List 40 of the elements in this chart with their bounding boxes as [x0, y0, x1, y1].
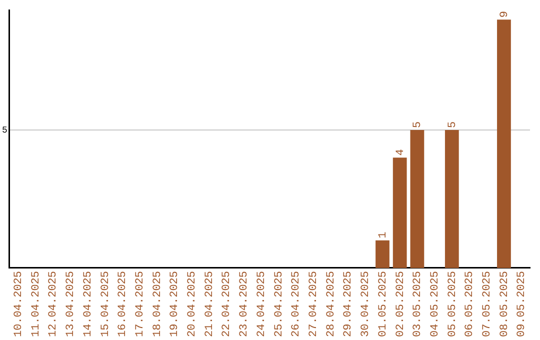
x-tick-label: 15.04.2025	[100, 270, 112, 338]
x-tick-label: 18.04.2025	[152, 270, 164, 338]
bar	[497, 20, 511, 268]
x-tick-label: 13.04.2025	[65, 270, 78, 338]
data-label: 1	[377, 231, 390, 238]
bar	[410, 130, 424, 268]
x-tick-label: 11.04.2025	[30, 270, 42, 338]
x-tick-label: 25.04.2025	[273, 270, 286, 338]
x-tick-label: 19.04.2025	[169, 270, 182, 338]
x-tick-label: 03.05.2025	[412, 270, 424, 338]
x-tick-label: 04.05.2025	[429, 270, 442, 338]
data-label: 4	[394, 148, 407, 156]
x-tick-label: 26.04.2025	[290, 270, 303, 338]
x-tick-label: 07.05.2025	[482, 270, 494, 338]
x-tick-label: 24.04.2025	[256, 270, 268, 338]
x-tick-label: 28.04.2025	[325, 270, 338, 338]
x-tick-label: 10.04.2025	[12, 270, 25, 338]
x-tick-label: 21.04.2025	[204, 270, 216, 338]
x-tick-label: 06.05.2025	[464, 270, 476, 338]
x-tick-label: 08.05.2025	[498, 270, 511, 338]
x-tick-label: 20.04.2025	[186, 270, 199, 338]
x-tick-label: 30.04.2025	[360, 270, 372, 338]
data-label: 5	[446, 121, 459, 128]
x-tick-label: 12.04.2025	[48, 270, 60, 338]
x-tick-label: 14.04.2025	[82, 270, 94, 338]
x-tick-label: 22.04.2025	[221, 270, 234, 338]
x-tick-label: 27.04.2025	[308, 270, 320, 338]
bar	[392, 158, 407, 268]
x-tick-label: 09.05.2025	[516, 270, 528, 338]
data-label: 5	[412, 121, 424, 128]
x-tick-label: 01.05.2025	[377, 270, 390, 338]
x-tick-label: 29.04.2025	[342, 270, 355, 338]
bar	[444, 130, 459, 268]
x-tick-label: 05.05.2025	[446, 270, 459, 338]
data-label: 9	[498, 11, 511, 18]
bar	[376, 240, 390, 268]
x-tick-label: 23.04.2025	[238, 270, 251, 338]
x-tick-label: 17.04.2025	[134, 270, 146, 338]
x-tick-label: 02.05.2025	[394, 270, 407, 338]
x-tick-label: 16.04.2025	[117, 270, 130, 338]
